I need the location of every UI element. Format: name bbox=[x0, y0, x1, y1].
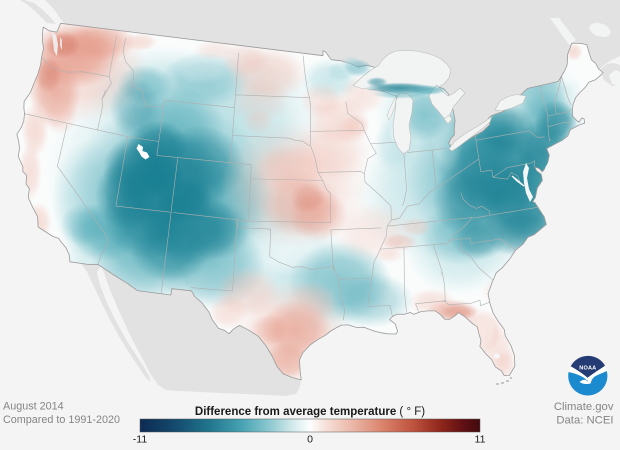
svg-text:August 2014: August 2014 bbox=[3, 401, 64, 413]
svg-text:0: 0 bbox=[307, 434, 313, 446]
svg-text:-11: -11 bbox=[133, 434, 148, 446]
svg-text:Climate.gov: Climate.gov bbox=[554, 401, 614, 413]
svg-text:11: 11 bbox=[475, 434, 486, 446]
svg-text:Data: NCEI: Data: NCEI bbox=[556, 415, 613, 427]
svg-text:Difference from average temper: Difference from average temperature ( ° … bbox=[195, 406, 425, 418]
svg-text:NOAA: NOAA bbox=[579, 366, 596, 372]
svg-text:Compared to 1991-2020: Compared to 1991-2020 bbox=[3, 414, 120, 426]
